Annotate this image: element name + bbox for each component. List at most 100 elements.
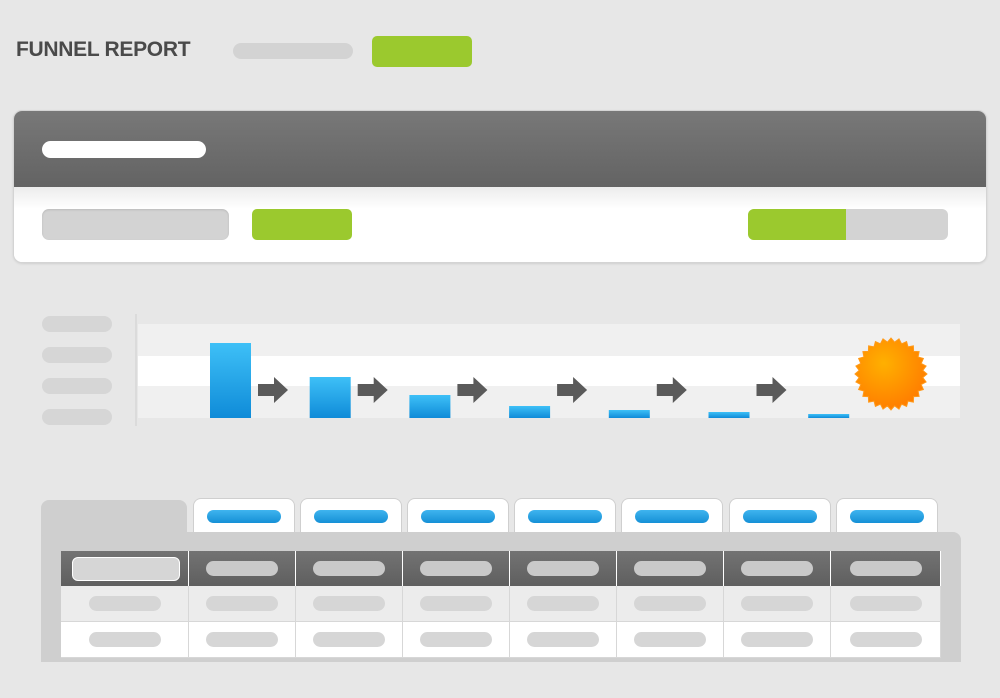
cell-placeholder [420, 595, 492, 611]
arrow-right-icon [557, 377, 588, 403]
table-cell [189, 586, 296, 622]
legend-placeholder-1 [42, 316, 112, 332]
cell-placeholder [849, 595, 922, 611]
cell-placeholder [741, 560, 813, 576]
card-title-placeholder [42, 141, 206, 158]
legend-placeholder-4 [42, 409, 112, 425]
cell-placeholder [634, 631, 706, 647]
cell-placeholder [88, 631, 161, 647]
table-search-field[interactable] [71, 556, 180, 581]
column-tab-7[interactable] [836, 498, 938, 533]
arrow-right-icon [258, 377, 288, 403]
table-cell [189, 622, 296, 658]
column-tab-label-placeholder [314, 510, 388, 523]
column-tab-6[interactable] [729, 498, 831, 533]
cell-placeholder [206, 595, 278, 611]
cell-placeholder [527, 595, 599, 611]
column-tab-2[interactable] [300, 498, 402, 533]
arrow-right-icon [656, 377, 687, 403]
funnel-bar-3[interactable] [409, 395, 451, 418]
chart-grid [138, 324, 960, 418]
chart-arrows [258, 377, 787, 403]
filter-input[interactable] [42, 209, 229, 240]
table-header-cell [296, 551, 403, 586]
cell-placeholder [206, 560, 278, 576]
table-cell [403, 622, 510, 658]
table-cell [296, 586, 403, 622]
filter-apply-button[interactable] [252, 209, 352, 240]
cell-placeholder [88, 595, 161, 611]
column-tab-label-placeholder [850, 510, 924, 523]
cell-placeholder [527, 631, 599, 647]
card-body [14, 187, 986, 262]
funnel-bar-4[interactable] [509, 406, 551, 418]
page-title: FUNNEL REPORT [16, 38, 191, 61]
header-placeholder-field[interactable] [233, 43, 353, 59]
funnel-bar-6[interactable] [708, 412, 750, 418]
column-tab-label-placeholder [528, 510, 602, 523]
table-header-row [61, 551, 941, 586]
cell-placeholder [741, 595, 813, 611]
table-cell [510, 622, 617, 658]
table-frame [41, 532, 961, 662]
column-tab-label-placeholder [421, 510, 495, 523]
table-cell [831, 622, 941, 658]
table-cell [61, 586, 189, 622]
cell-placeholder [313, 631, 385, 647]
chart-legend-placeholders [42, 316, 112, 425]
grid-band-1 [138, 324, 960, 356]
cell-placeholder [420, 631, 492, 647]
table-cell [831, 586, 941, 622]
legend-placeholder-3 [42, 378, 112, 394]
cell-placeholder [634, 560, 706, 576]
starburst-badge-icon [854, 337, 928, 411]
table-row [61, 586, 941, 622]
column-tab-3[interactable] [407, 498, 509, 533]
arrow-right-icon [357, 377, 388, 403]
column-tab-label-placeholder [207, 510, 281, 523]
table-cell [510, 586, 617, 622]
arrow-right-icon [756, 377, 787, 403]
funnel-bar-1[interactable] [210, 343, 251, 418]
cell-placeholder [313, 560, 385, 576]
chart-bars [210, 343, 850, 418]
cell-placeholder [741, 631, 813, 647]
filter-card [14, 111, 986, 262]
column-tab-5[interactable] [621, 498, 723, 533]
view-toggle[interactable] [748, 209, 948, 240]
cell-placeholder [206, 631, 278, 647]
table-header-cell [617, 551, 724, 586]
table-header-cell [831, 551, 941, 586]
table-header-cell [724, 551, 831, 586]
column-tab-1[interactable] [193, 498, 295, 533]
table-cell [403, 586, 510, 622]
table-cell [724, 622, 831, 658]
cell-placeholder [634, 595, 706, 611]
arrow-right-icon [457, 377, 488, 403]
cell-placeholder [420, 560, 492, 576]
cell-placeholder [849, 560, 922, 576]
cell-placeholder [849, 631, 922, 647]
grid-band-2 [138, 356, 960, 386]
table-header-cell [510, 551, 617, 586]
table-cell [296, 622, 403, 658]
table-cell [724, 586, 831, 622]
funnel-bar-7[interactable] [808, 414, 850, 418]
funnel-bar-2[interactable] [309, 377, 351, 418]
column-tab-label-placeholder [743, 510, 817, 523]
table-header-cell [61, 551, 189, 586]
card-header [14, 111, 986, 187]
cell-placeholder [313, 595, 385, 611]
header-action-button[interactable] [372, 36, 472, 67]
table-row [61, 622, 941, 658]
funnel-table-panel [41, 498, 961, 662]
view-toggle-active-segment[interactable] [748, 209, 846, 240]
table-cell [617, 586, 724, 622]
funnel-bar-5[interactable] [608, 410, 650, 418]
table-header-cell [189, 551, 296, 586]
table-cell [617, 622, 724, 658]
table-header-cell [403, 551, 510, 586]
table-cell [61, 622, 189, 658]
column-tab-4[interactable] [514, 498, 616, 533]
